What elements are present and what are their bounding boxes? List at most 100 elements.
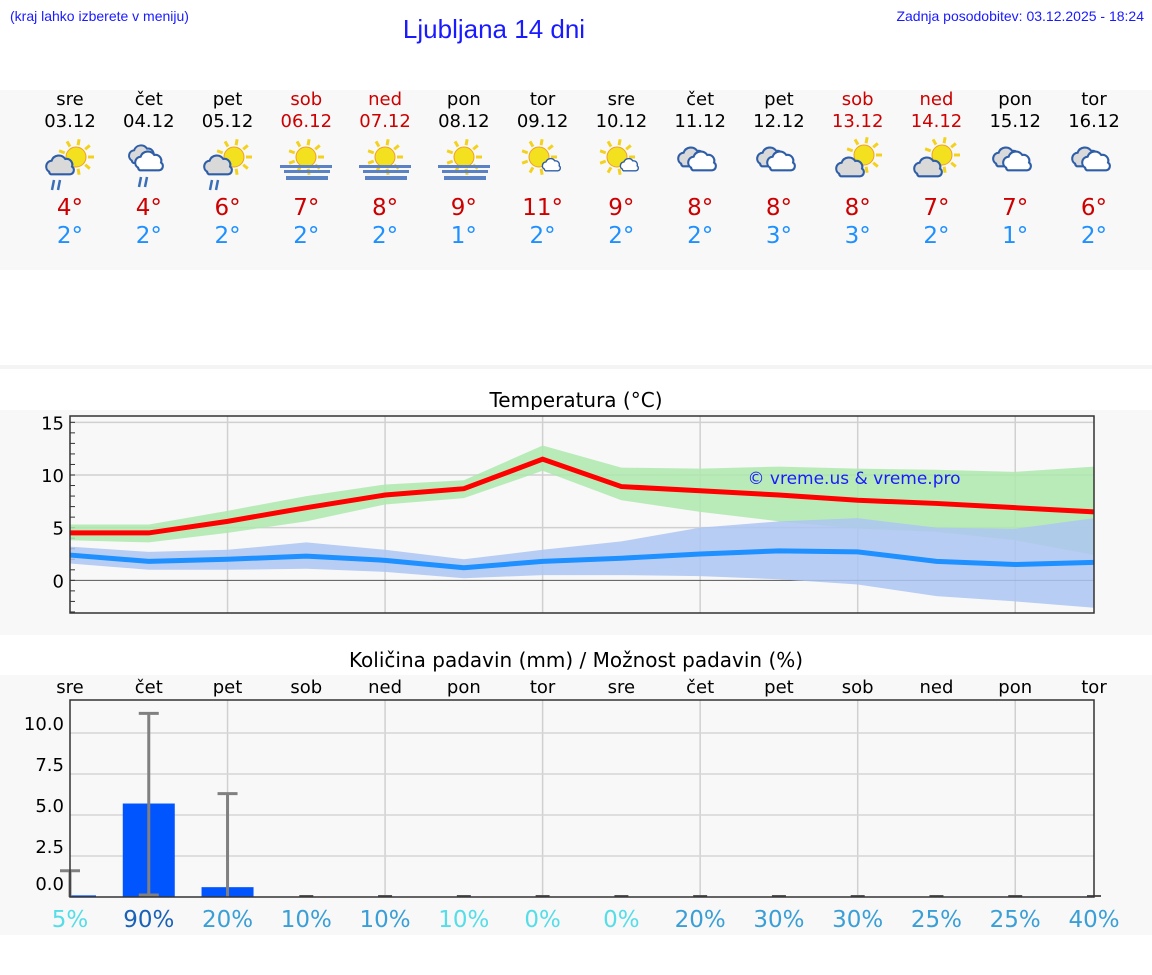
day-date: 10.12: [595, 111, 648, 132]
min-temp-band: [70, 518, 1094, 608]
min-temp: 2°: [687, 223, 714, 249]
plot-frame: [69, 415, 1095, 614]
max-temp: 8°: [844, 195, 871, 221]
x-category-label: tor: [1081, 677, 1107, 698]
min-temp: 1°: [1002, 223, 1029, 249]
max-temp: 11°: [522, 195, 563, 221]
min-temp: 1°: [450, 223, 477, 249]
cloudy-icon: [661, 133, 739, 195]
day-date: 05.12: [201, 111, 254, 132]
max-temp-band: [70, 445, 1094, 556]
temperature-title: Temperatura (°C): [489, 388, 663, 412]
max-temp: 8°: [765, 195, 792, 221]
day-name: pon: [446, 89, 481, 110]
day-date: 09.12: [516, 111, 569, 132]
y-tick-label: 5: [53, 519, 64, 540]
day-date: 14.12: [910, 111, 963, 132]
day-date: 13.12: [831, 111, 884, 132]
sun-fog-icon: [346, 133, 424, 195]
min-temp: 2°: [371, 223, 399, 249]
day-name: ned: [368, 89, 403, 110]
day-date: 03.12: [44, 111, 96, 132]
y-tick-label: 10: [41, 466, 64, 487]
precipitation-panel: [0, 675, 1152, 935]
y-tick-label: 0: [53, 571, 64, 592]
y-tick-label: 2.5: [35, 837, 64, 858]
sun-cloud-rain-icon: [189, 133, 267, 195]
day-date: 11.12: [674, 111, 726, 132]
max-temp: 6°: [1080, 195, 1108, 221]
day-column: sob 06.12 7° 2°: [267, 89, 345, 249]
max-temp: 8°: [371, 195, 399, 221]
min-temp: 2°: [1080, 223, 1108, 249]
max-temp: 8°: [687, 195, 714, 221]
cloudy-icon: [976, 133, 1054, 195]
day-column: ned 14.12 7° 2°: [897, 89, 975, 249]
day-name: sre: [607, 89, 636, 110]
x-category-label: sre: [608, 677, 635, 698]
day-column: čet 04.12 4° 2°: [110, 89, 188, 249]
day-name: pet: [764, 89, 794, 110]
x-category-label: ned: [368, 677, 402, 698]
day-column: tor 16.12 6° 2°: [1055, 89, 1133, 249]
precip-probability: 30%: [832, 907, 883, 933]
x-category-label: čet: [135, 677, 163, 698]
max-temp: 9°: [450, 195, 477, 221]
sun-small-cloud-icon: [582, 133, 660, 195]
x-category-label: sre: [56, 677, 83, 698]
day-column: pet 05.12 6° 2°: [189, 89, 267, 249]
day-date: 12.12: [753, 111, 805, 132]
x-category-label: ned: [920, 677, 954, 698]
day-column: pon 08.12 9° 1°: [425, 89, 503, 249]
cloud-rain-icon: [110, 133, 188, 195]
plot-frame: [69, 699, 1095, 898]
day-date: 06.12: [280, 111, 333, 132]
day-column: sre 10.12 9° 2°: [582, 89, 660, 249]
precip-probability: 0%: [524, 907, 561, 933]
day-name: sob: [290, 89, 323, 110]
day-column: sre 03.12 4° 2°: [31, 89, 109, 249]
precip-probability: 5%: [52, 907, 89, 933]
x-category-label: pon: [447, 677, 481, 698]
day-name: ned: [919, 89, 954, 110]
y-tick-label: 15: [41, 413, 64, 434]
min-temp: 2°: [214, 223, 241, 249]
y-tick-label: 10.0: [24, 714, 64, 735]
day-column: ned 07.12 8° 2°: [346, 89, 424, 249]
day-date: 15.12: [989, 111, 1041, 132]
day-name: tor: [1081, 89, 1107, 110]
forecast-strip: [0, 90, 1152, 270]
day-name: tor: [529, 89, 556, 110]
precip-probability: 90%: [123, 907, 174, 933]
day-name: sob: [841, 89, 874, 110]
x-category-label: čet: [686, 677, 714, 698]
x-category-label: pet: [213, 677, 243, 698]
divider: [0, 365, 1152, 369]
min-temp: 3°: [844, 223, 871, 249]
precip-probability: 0%: [603, 907, 640, 933]
min-temp: 2°: [56, 223, 84, 249]
max-temp: 7°: [923, 195, 950, 221]
day-date: 08.12: [438, 111, 490, 132]
max-temp-line: [70, 456, 1095, 536]
day-column: tor 09.12 11° 2°: [504, 89, 582, 249]
y-tick-label: 0.0: [35, 874, 64, 895]
day-date: 07.12: [359, 111, 411, 132]
page-title: Ljubljana 14 dni: [402, 14, 586, 44]
precip-probability: 30%: [753, 907, 804, 933]
day-name: pon: [998, 89, 1033, 110]
max-temp: 9°: [608, 195, 635, 221]
cloudy-icon: [740, 133, 818, 195]
day-name: čet: [134, 89, 163, 110]
sun-cloud-icon: [819, 133, 897, 195]
max-temp: 7°: [293, 195, 320, 221]
min-temp: 2°: [293, 223, 320, 249]
day-column: pon 15.12 7° 1°: [976, 89, 1054, 249]
precip-probability: 20%: [202, 907, 253, 933]
min-temp: 2°: [923, 223, 950, 249]
sun-small-cloud-icon: [504, 133, 582, 195]
day-name: sre: [56, 89, 84, 110]
precip-probability: 10%: [438, 907, 489, 933]
